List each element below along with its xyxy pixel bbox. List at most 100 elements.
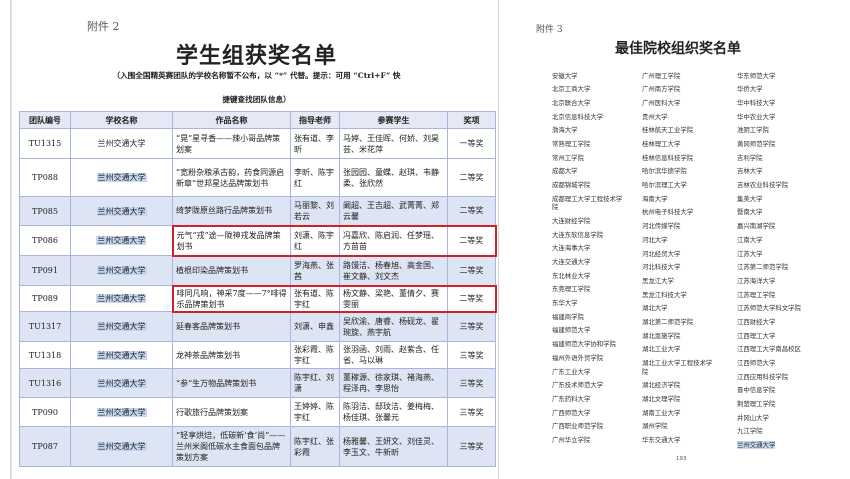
cell-award: 三等奖: [447, 368, 496, 398]
students-text: 马婷、王佳晖、何娇、刘昊芸、米花萍: [343, 133, 439, 154]
list-item: 黄冈师范学院: [737, 137, 813, 151]
list-item: 福建师范大学: [552, 324, 628, 338]
school-name: 大连海事大学: [552, 244, 591, 253]
list-item: 兰州交通大学: [737, 439, 813, 453]
cell-school: 兰州交通大学: [70, 368, 173, 398]
cell-work: 植根印染品牌策划书: [172, 255, 291, 286]
work-text: “参”生万物品牌策划书: [176, 378, 257, 388]
list-item: 广州南方学院: [642, 83, 718, 97]
cell-teachers: 陈宇红、张彩霞: [290, 426, 340, 467]
cell-teachers: 马丽黎、刘若云: [290, 196, 340, 226]
school-name: 湖北第二师范学院: [642, 317, 694, 326]
list-item: 淮阴工学院: [737, 124, 813, 138]
cell-work: 绮梦陇原丝路行品牌策划书: [172, 196, 291, 226]
awards-table: 团队编号 学校名称 作品名称 指导老师 参赛学生 奖项 TU1315 兰州交通大学 “晃”星寻…: [19, 111, 497, 467]
school-name: 广州南方学院: [642, 85, 681, 94]
cell-award: 二等奖: [447, 196, 496, 226]
table-row: TP087 兰州交通大学 “轻享烘焙，低碳新‘食’尚”——兰州米阁低碳水主食面包品牌…: [19, 426, 496, 467]
page-title: 最佳院校组织奖名单: [615, 41, 741, 57]
students-text: 张园园、童蝶、赵琪、韦静柔、张欣然: [343, 167, 439, 188]
school-name: 江苏海洋大学: [737, 276, 776, 285]
list-item: 江西理工大学: [737, 329, 813, 343]
cell-school: 兰州交通大学: [70, 397, 173, 427]
cell-teachers: 刘潇、陈宇红: [290, 224, 340, 257]
cell-students: 张羽函、刘雨、赵紫含、任省、马以琳: [339, 341, 448, 369]
cell-school: 兰州交通大学: [70, 426, 173, 467]
teachers-text: 刘潇、陈宇红: [294, 230, 334, 251]
list-item: 广西职业师范学院: [552, 420, 628, 434]
school-name: 福建师范大学: [552, 326, 591, 335]
list-item: 哈尔滨华德学院: [642, 165, 718, 179]
attachment-label: 附件 3: [536, 25, 563, 35]
list-item: 河北大学: [642, 233, 718, 247]
award-text: 三等奖: [459, 322, 484, 332]
school-name: 湖北大学: [642, 304, 668, 313]
school-name: 大连东软信息学院: [552, 230, 604, 239]
cell-award: 二等奖: [447, 255, 496, 286]
school-name: 华中科技大学: [737, 98, 776, 107]
cell-work: 龙神茶品牌策划书: [172, 341, 291, 369]
school-name: 东北林业大学: [552, 271, 591, 280]
cell-teachers: 刘潇、申鑫: [290, 311, 340, 342]
school-name: 东华大学: [552, 299, 578, 308]
list-item: 大连交通大学: [552, 255, 628, 269]
school-name: 江苏师范大学科文学院: [737, 304, 801, 313]
students-text: 冯嘉欣、陈启润、任梦瑶、方苗苗: [343, 230, 439, 251]
list-item: 江苏海洋大学: [737, 274, 813, 288]
list-item: 广东技术师范大学: [552, 379, 628, 393]
teachers-text: 罗海燕、张茜: [294, 260, 334, 281]
school-name: 广州医科大学: [642, 98, 681, 107]
teachers-text: 张有道、李昕: [294, 133, 334, 154]
school-name: 湖北恩施学院: [642, 331, 681, 340]
list-item: 江苏理工学院: [737, 288, 813, 302]
work-text: 行歌旅行品牌策划案: [176, 407, 248, 417]
school-name: 黑龙江科技大学: [642, 290, 687, 299]
list-item: 福建师范大学协和学院: [552, 338, 628, 352]
list-item: 江南大学: [737, 233, 813, 247]
cell-award: 二等奖: [447, 158, 496, 197]
cell-students: 路馒洁、杨春旭、高金国、崔文静、刘文杰: [339, 255, 448, 286]
school-text: 兰州交通大学: [96, 173, 147, 182]
list-item: 广西师范大学: [552, 406, 628, 420]
teachers-text: 陈宇红、刘潇: [294, 373, 334, 393]
list-item: 华东交通大学: [642, 433, 718, 447]
work-text: 龙神茶品牌策划书: [176, 350, 240, 360]
list-item: 东华大学: [552, 297, 628, 311]
cell-students: 杨雅馨、王妍文、刘佳灵、李玉文、牛新昕: [339, 426, 448, 467]
school-name: 荆楚理工学院: [737, 400, 776, 409]
school-name: 湖北经济学院: [642, 381, 681, 390]
school-name: 河北传媒学院: [642, 222, 681, 231]
school-name: 成都大学: [552, 167, 578, 176]
school-name: 河北经贸大学: [642, 249, 681, 258]
school-name: 江苏理工学院: [737, 290, 776, 299]
school-name: 成都锦城学院: [552, 181, 591, 190]
cell-teachers: 罗海燕、张茜: [290, 255, 340, 286]
school-text: 兰州交通大学: [96, 206, 147, 216]
award-text: 三等奖: [459, 378, 484, 388]
school-name: 华侨大学: [737, 85, 763, 94]
list-item: 晋中信息学院: [737, 384, 813, 398]
school-name: 广州华立学院: [552, 435, 591, 444]
cell-work: 延春客品牌策划书: [172, 311, 291, 342]
cell-id: TU1315: [19, 128, 71, 159]
cell-school: 兰州交通大学: [70, 128, 173, 159]
school-name: 华东师范大学: [737, 71, 776, 80]
school-name: 嘉兴南湖学院: [737, 222, 776, 231]
table-row: TU1317 兰州交通大学 延春客品牌策划书 刘潇、申鑫 吴欣渝、唐睿、杨砚龙、翟琬旋、…: [19, 311, 496, 342]
school-text: 兰州交通大学: [97, 139, 146, 148]
list-item: 湖北工业大学工程技术学院: [642, 356, 718, 378]
list-item: 湖北工业大学: [642, 343, 718, 357]
school-name: 九江学院: [737, 427, 763, 436]
cell-work: “宽粉杂粮承古韵，药食同源启新章”世邦星达品牌策划书: [172, 158, 291, 197]
cell-school: 兰州交通大学: [70, 311, 173, 342]
school-name: 哈尔滨华德学院: [642, 167, 687, 176]
cell-award: 二等奖: [447, 284, 497, 313]
id-text: TP089: [32, 294, 58, 303]
school-name: 暨南大学: [737, 208, 763, 217]
cell-award: 一等奖: [447, 128, 496, 159]
cell-id: TP091: [19, 255, 71, 286]
cell-students: 董稼源、徐家琪、褚海燕、程泽冉、李思怡: [339, 368, 448, 398]
school-name: 江南大学: [737, 235, 763, 244]
list-item: 常熟理工学院: [552, 137, 628, 151]
school-name: 海南大学: [642, 194, 668, 203]
